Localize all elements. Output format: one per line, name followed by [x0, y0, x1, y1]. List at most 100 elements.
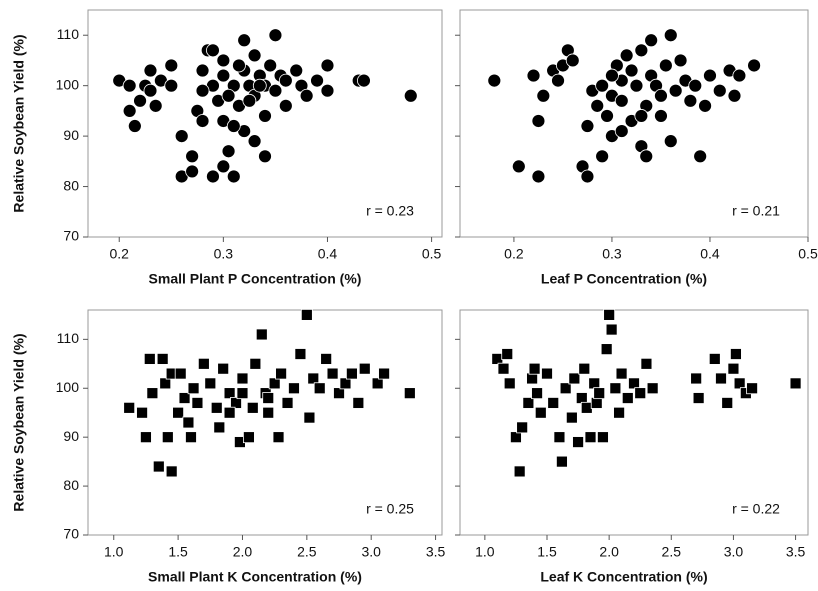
point — [654, 88, 668, 103]
point — [232, 58, 246, 73]
point — [746, 382, 758, 395]
annotation: r = 0.21 — [732, 203, 780, 219]
point — [307, 372, 320, 385]
point — [143, 63, 158, 78]
point — [216, 159, 231, 174]
point — [122, 78, 137, 93]
point — [216, 53, 231, 68]
point — [358, 362, 371, 375]
point — [195, 83, 210, 98]
x-tick-label: 0.5 — [422, 246, 442, 262]
point — [140, 431, 152, 444]
x-tick-label: 2.0 — [599, 544, 619, 560]
point — [580, 119, 595, 133]
y-tick-label: 90 — [63, 127, 79, 143]
point — [614, 124, 629, 138]
point — [634, 387, 647, 400]
point — [127, 119, 142, 133]
y-axis-label: Relative Soybean Yield (%) — [11, 34, 27, 212]
point — [206, 169, 220, 184]
point — [497, 362, 510, 375]
point — [268, 28, 283, 43]
point — [595, 149, 610, 164]
point — [624, 63, 639, 78]
point — [195, 63, 210, 78]
point — [614, 93, 629, 108]
point — [255, 328, 268, 341]
point — [528, 362, 541, 375]
plot-frame — [87, 309, 443, 536]
point — [152, 460, 165, 473]
point — [590, 98, 605, 113]
point — [221, 88, 236, 103]
point — [185, 149, 200, 164]
point — [278, 98, 293, 113]
point — [262, 392, 275, 404]
point — [247, 48, 262, 63]
point — [403, 387, 416, 400]
point — [578, 362, 591, 375]
point — [289, 63, 304, 78]
x-tick-label: 0.3 — [214, 246, 234, 262]
point — [213, 421, 226, 434]
point — [320, 83, 335, 98]
point — [275, 367, 287, 380]
point — [715, 372, 727, 385]
point — [510, 431, 522, 444]
point — [278, 73, 293, 88]
point — [580, 401, 593, 414]
x-tick-label: 0.2 — [504, 246, 524, 262]
point — [575, 392, 588, 404]
point — [559, 382, 572, 395]
x-tick-label: 0.2 — [110, 246, 130, 262]
point — [531, 387, 543, 400]
x-tick-label: 0.3 — [602, 246, 622, 262]
point — [122, 103, 137, 118]
point — [123, 401, 136, 414]
point — [268, 377, 281, 390]
point — [727, 88, 742, 103]
point — [339, 377, 352, 390]
point — [249, 357, 262, 370]
y-tick-label: 110 — [57, 26, 80, 42]
point — [605, 323, 618, 336]
point — [600, 343, 613, 356]
annotation: r = 0.22 — [732, 501, 780, 517]
plot-frame — [87, 9, 443, 238]
point — [572, 436, 584, 448]
point — [568, 372, 581, 385]
point — [526, 68, 541, 83]
x-tick-label: 1.0 — [475, 544, 495, 560]
point — [268, 83, 283, 98]
point — [597, 431, 609, 444]
x-tick-label: 2.0 — [233, 544, 253, 560]
point — [210, 401, 223, 414]
point — [223, 406, 236, 419]
point — [629, 78, 644, 93]
point — [501, 348, 514, 360]
point — [243, 431, 255, 444]
point — [204, 377, 217, 390]
y-tick-label: 80 — [63, 177, 79, 193]
point — [491, 353, 504, 365]
x-axis-label: Small Plant P Concentration (%) — [149, 271, 362, 287]
point — [526, 372, 538, 385]
point — [159, 377, 172, 390]
x-tick-label: 3.0 — [361, 544, 381, 560]
point — [511, 159, 526, 174]
point — [197, 357, 210, 370]
point — [516, 421, 529, 434]
point — [182, 416, 195, 429]
point — [595, 78, 610, 93]
point — [174, 367, 187, 380]
point — [258, 109, 272, 123]
point — [187, 382, 200, 395]
point — [146, 387, 159, 400]
x-axis-label: Leaf K Concentration (%) — [540, 569, 707, 585]
x-axis-label: Small Plant K Concentration (%) — [148, 569, 362, 585]
x-tick-label: 3.5 — [786, 544, 806, 560]
point — [263, 58, 278, 73]
point — [654, 109, 668, 123]
point — [536, 88, 551, 103]
point — [615, 367, 628, 380]
